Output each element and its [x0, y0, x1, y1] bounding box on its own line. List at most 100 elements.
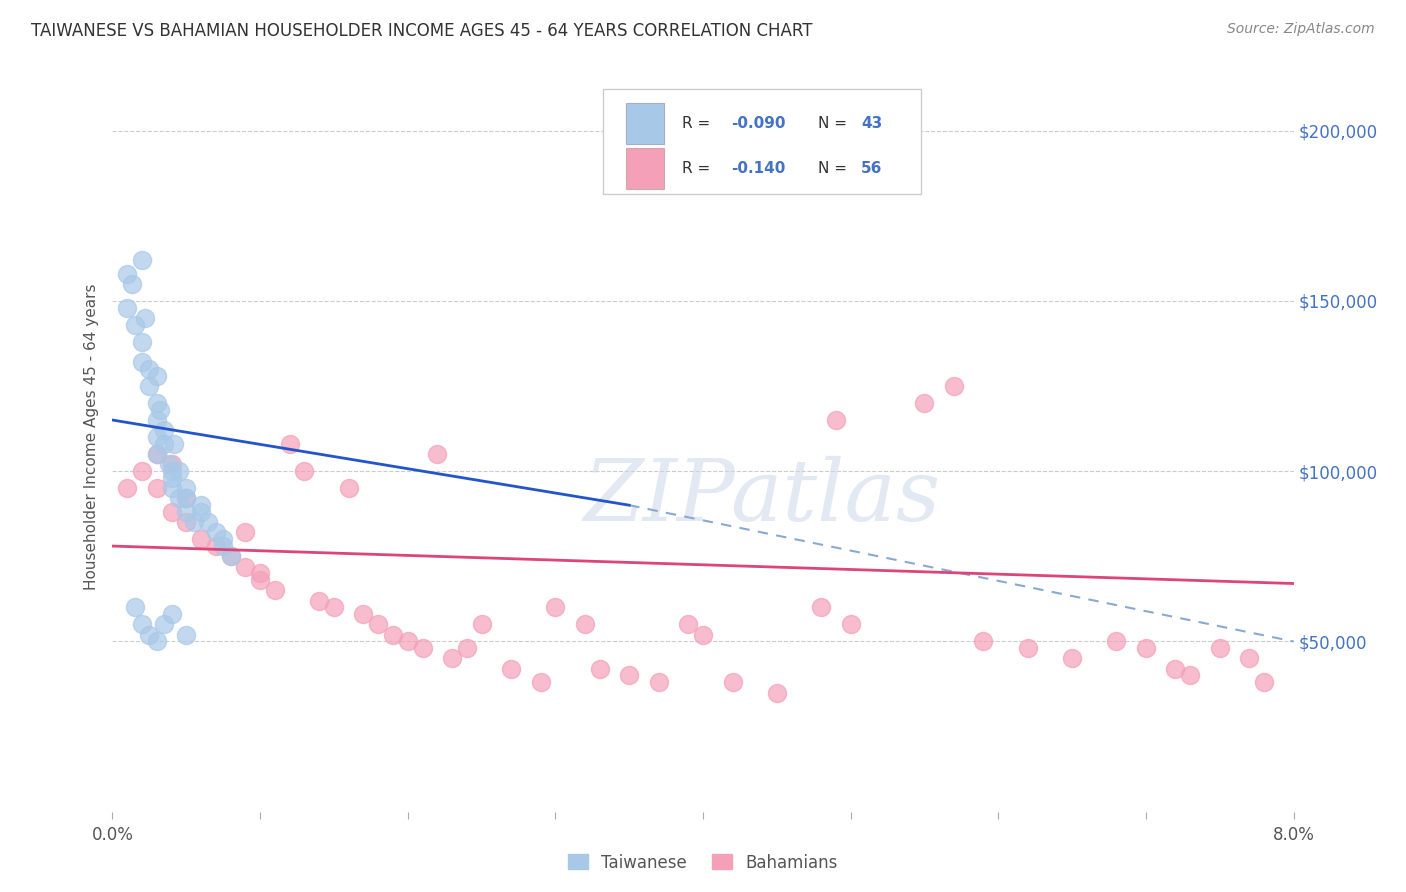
Point: [153, 437, 176, 451]
Point: [146, 430, 169, 444]
Point: [160, 458, 183, 472]
Point: [124, 600, 146, 615]
Point: [131, 334, 153, 349]
Point: [337, 481, 360, 495]
Point: [367, 617, 389, 632]
Text: R =: R =: [682, 116, 714, 131]
Point: [647, 675, 671, 690]
Point: [544, 600, 567, 615]
Point: [233, 525, 256, 540]
Point: [190, 505, 212, 519]
Legend: Taiwanese, Bahamians: Taiwanese, Bahamians: [561, 847, 845, 879]
Point: [692, 627, 714, 641]
Point: [973, 634, 995, 648]
Point: [157, 458, 180, 472]
Point: [1062, 651, 1084, 665]
Point: [167, 464, 190, 478]
Point: [323, 600, 346, 615]
Point: [942, 379, 965, 393]
Point: [233, 559, 256, 574]
Text: 43: 43: [862, 116, 883, 131]
Text: Source: ZipAtlas.com: Source: ZipAtlas.com: [1227, 22, 1375, 37]
Point: [441, 651, 464, 665]
Point: [219, 549, 242, 564]
Point: [426, 447, 449, 461]
Point: [1253, 675, 1275, 690]
Point: [588, 662, 610, 676]
Point: [160, 505, 183, 519]
Point: [278, 437, 301, 451]
Point: [183, 515, 205, 529]
Point: [174, 627, 197, 641]
Point: [190, 498, 212, 512]
Point: [810, 600, 832, 615]
Point: [205, 525, 228, 540]
Point: [153, 617, 176, 632]
Point: [212, 539, 235, 553]
Text: -0.090: -0.090: [731, 116, 786, 131]
Text: N =: N =: [817, 161, 852, 176]
Point: [149, 402, 172, 417]
Point: [160, 471, 183, 485]
Point: [117, 267, 138, 281]
Point: [212, 533, 235, 547]
Point: [471, 617, 494, 632]
Y-axis label: Householder Income Ages 45 - 64 years: Householder Income Ages 45 - 64 years: [83, 284, 98, 591]
Point: [529, 675, 551, 690]
Point: [146, 481, 169, 495]
Point: [131, 617, 153, 632]
Point: [174, 491, 197, 506]
Point: [197, 515, 219, 529]
Point: [678, 617, 700, 632]
Text: -0.140: -0.140: [731, 161, 786, 176]
Bar: [626, 148, 664, 189]
Point: [121, 277, 143, 291]
Text: ZIPatlas: ZIPatlas: [583, 456, 941, 539]
Point: [153, 423, 176, 437]
Point: [160, 607, 183, 622]
Point: [574, 617, 596, 632]
Point: [1239, 651, 1261, 665]
Point: [1135, 641, 1157, 656]
Point: [117, 301, 138, 315]
Point: [138, 362, 160, 376]
Point: [163, 437, 186, 451]
Point: [134, 310, 156, 325]
Point: [146, 396, 169, 410]
Point: [249, 573, 271, 587]
Bar: [626, 103, 664, 145]
Text: N =: N =: [817, 116, 852, 131]
Point: [131, 355, 153, 369]
Point: [117, 481, 138, 495]
Point: [1105, 634, 1128, 648]
Point: [264, 583, 287, 598]
Point: [138, 627, 160, 641]
FancyBboxPatch shape: [603, 88, 921, 194]
Point: [456, 641, 478, 656]
Point: [1178, 668, 1201, 682]
Point: [131, 252, 153, 267]
Point: [914, 396, 936, 410]
Point: [146, 447, 169, 461]
Point: [1164, 662, 1187, 676]
Point: [160, 481, 183, 495]
Point: [174, 515, 197, 529]
Point: [138, 379, 160, 393]
Point: [824, 413, 846, 427]
Point: [382, 627, 405, 641]
Point: [146, 413, 169, 427]
Point: [146, 368, 169, 383]
Point: [619, 668, 641, 682]
Point: [174, 491, 197, 506]
Point: [160, 464, 183, 478]
Point: [174, 481, 197, 495]
Point: [501, 662, 523, 676]
Point: [396, 634, 419, 648]
Point: [131, 464, 153, 478]
Text: R =: R =: [682, 161, 720, 176]
Point: [308, 593, 330, 607]
Point: [174, 505, 197, 519]
Point: [205, 539, 228, 553]
Text: 56: 56: [862, 161, 883, 176]
Point: [249, 566, 271, 581]
